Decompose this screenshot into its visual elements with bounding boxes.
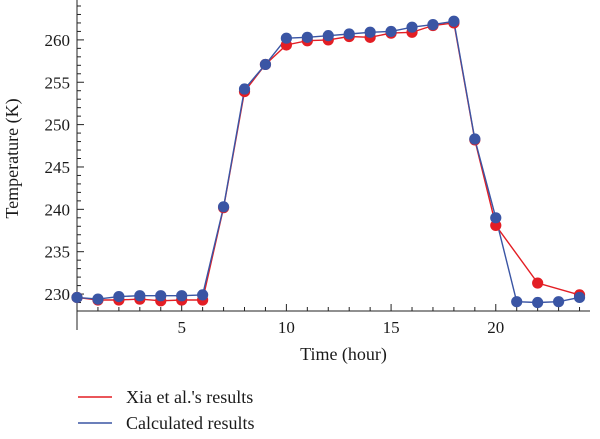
data-point-calculated	[322, 30, 334, 42]
data-point-calculated	[406, 21, 418, 33]
data-point-calculated	[427, 19, 439, 31]
data-point-calculated	[155, 290, 167, 302]
data-point-calculated	[113, 290, 125, 303]
x-tick-label: 5	[177, 318, 186, 337]
data-point-calculated	[343, 28, 355, 40]
data-point-calculated	[134, 290, 146, 302]
data-point-calculated	[511, 296, 523, 308]
data-point-calculated	[280, 32, 292, 44]
y-tick-label: 235	[45, 243, 71, 262]
y-tick-label: 250	[45, 116, 71, 135]
y-tick-label: 260	[45, 31, 71, 50]
legend-label-calculated: Calculated results	[126, 413, 254, 433]
x-tick-label: 10	[278, 318, 295, 337]
data-point-calculated	[469, 133, 481, 145]
series-layer	[71, 15, 586, 309]
y-tick-label: 230	[45, 285, 71, 304]
data-point-calculated	[301, 31, 313, 43]
data-point-calculated	[385, 25, 397, 38]
y-tick-label: 245	[45, 158, 71, 177]
legend: Xia et al.'s results Calculated results	[78, 387, 254, 433]
x-tick-label: 15	[383, 318, 400, 337]
y-tick-label: 255	[45, 73, 71, 92]
data-point-calculated	[259, 58, 272, 71]
data-point-calculated	[92, 293, 104, 305]
y-tick-label: 240	[45, 200, 71, 219]
x-axis-title: Time (hour)	[300, 344, 387, 365]
data-point-calculated	[197, 289, 209, 301]
data-point-calculated	[448, 15, 460, 27]
y-axis-title: Temperature (K)	[2, 98, 23, 218]
data-point-calculated	[532, 296, 544, 309]
axes: 5 10 15 20 230 235 240 245 250 255 260	[45, 0, 590, 337]
data-point-calculated	[176, 290, 188, 302]
data-point-calculated	[238, 83, 251, 95]
data-point-calculated	[490, 212, 502, 224]
data-point-xia	[532, 277, 544, 289]
data-point-calculated	[217, 201, 230, 213]
x-tick-label: 20	[487, 318, 504, 337]
legend-label-xia: Xia et al.'s results	[126, 387, 253, 407]
data-point-calculated	[573, 291, 586, 304]
data-point-calculated	[364, 26, 376, 38]
series-line-calculated	[76, 20, 580, 304]
data-point-calculated	[552, 296, 565, 308]
data-point-calculated	[71, 291, 83, 304]
series-line-xia	[76, 22, 580, 302]
